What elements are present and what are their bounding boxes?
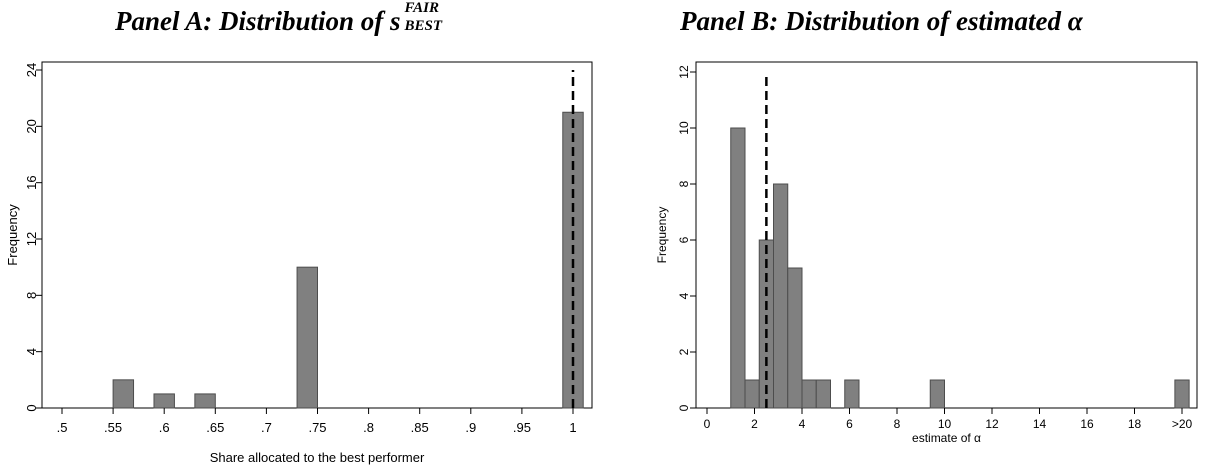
panel-b-y-tick-label-2: 4 <box>677 292 691 299</box>
panel-a-y-tick-label-4: 16 <box>24 175 39 189</box>
panel-a-x-tick-label-0: .5 <box>57 420 68 435</box>
panel-a-title-main: Panel A: Distribution of s <box>115 6 401 36</box>
panel-a-x-tick-label-5: .75 <box>308 420 326 435</box>
panel-b-bar-5 <box>801 379 817 409</box>
panel-a-title-scripts: FAIR BEST <box>401 0 465 36</box>
panel-a-bar-3 <box>296 266 318 409</box>
panel-a-title-superscript: FAIR <box>404 0 440 16</box>
panel-b-x-tick-label-7: 14 <box>1033 417 1047 431</box>
panel-b-y-axis-label: Frequency <box>655 207 669 264</box>
panel-a-y-tick-label-5: 20 <box>24 119 39 133</box>
panel-a-y-tick-label-3: 12 <box>24 232 39 246</box>
panel-b-x-tick-label-5: 10 <box>938 417 952 431</box>
panel-b-title: Panel B: Distribution of estimated α <box>680 6 1083 37</box>
panel-b-y-tick-label-4: 8 <box>677 180 691 187</box>
panel-b-title-symbol: α <box>1067 6 1083 36</box>
panel-b-x-tick-label-2: 4 <box>799 417 806 431</box>
panel-b-bar-1 <box>744 379 760 409</box>
panel-a-bar-0 <box>112 379 135 409</box>
panel-b-y-tick-label-5: 10 <box>677 121 691 135</box>
panel-b-bar-3 <box>773 183 789 409</box>
panel-b-bar-0 <box>730 127 746 409</box>
panel-a-x-tick-label-9: .95 <box>513 420 531 435</box>
panel-b-bar-7 <box>844 379 860 409</box>
panel-a-y-tick-label-1: 4 <box>24 348 39 355</box>
panel-a-y-axis-label: Frequency <box>5 204 20 266</box>
panel-a-x-tick-label-10: 1 <box>569 420 576 435</box>
panel-a-x-tick-label-8: .9 <box>465 420 476 435</box>
panel-a-x-tick-label-3: .65 <box>206 420 224 435</box>
panel-b-y-tick-label-3: 6 <box>677 236 691 243</box>
panel-b-x-axis-label: estimate of α <box>912 431 981 445</box>
panel-b-x-tick-label-3: 6 <box>846 417 853 431</box>
panel-b-x-tick-label-8: 16 <box>1080 417 1094 431</box>
panel-b-bar-4 <box>787 267 803 409</box>
panel-b-x-tick-label-6: 12 <box>985 417 999 431</box>
panel-b-plot-frame <box>695 61 1198 409</box>
panel-b-bar-6 <box>815 379 831 409</box>
panel-b-bar-8 <box>929 379 945 409</box>
panel-a-title-subscript: BEST <box>404 18 443 34</box>
panel-a-x-tick-label-4: .7 <box>261 420 272 435</box>
panel-b-y-tick-label-6: 12 <box>677 65 691 79</box>
panel-a-x-tick-label-2: .6 <box>159 420 170 435</box>
panel-a-title: Panel A: Distribution of s FAIR BEST <box>115 0 465 37</box>
panel-b-y-tick-label-0: 0 <box>677 404 691 411</box>
panel-b-x-tick-label-1: 2 <box>751 417 758 431</box>
panel-b-bar-9 <box>1174 379 1190 409</box>
panel-a-x-tick-label-6: .8 <box>363 420 374 435</box>
panel-a-y-tick-label-6: 24 <box>24 63 39 77</box>
panel-b-title-main: Panel B: Distribution of estimated <box>680 6 1068 36</box>
panel-a-bar-1 <box>153 393 175 409</box>
panel-a-x-axis-label: Share allocated to the best performer <box>210 450 425 465</box>
panel-a-x-tick-label-1: .55 <box>104 420 122 435</box>
panel-b-x-tick-label-10: >20 <box>1172 417 1193 431</box>
panel-a-y-tick-label-2: 8 <box>24 292 39 299</box>
panel-b-y-tick-label-1: 2 <box>677 348 691 355</box>
panel-a-x-tick-label-7: .85 <box>411 420 429 435</box>
panel-a-y-tick-label-0: 0 <box>24 404 39 411</box>
panel-b-x-tick-label-0: 0 <box>704 417 711 431</box>
panel-a-bar-2 <box>194 393 216 409</box>
panel-b-x-tick-label-9: 18 <box>1128 417 1142 431</box>
panel-b-x-tick-label-4: 8 <box>894 417 901 431</box>
